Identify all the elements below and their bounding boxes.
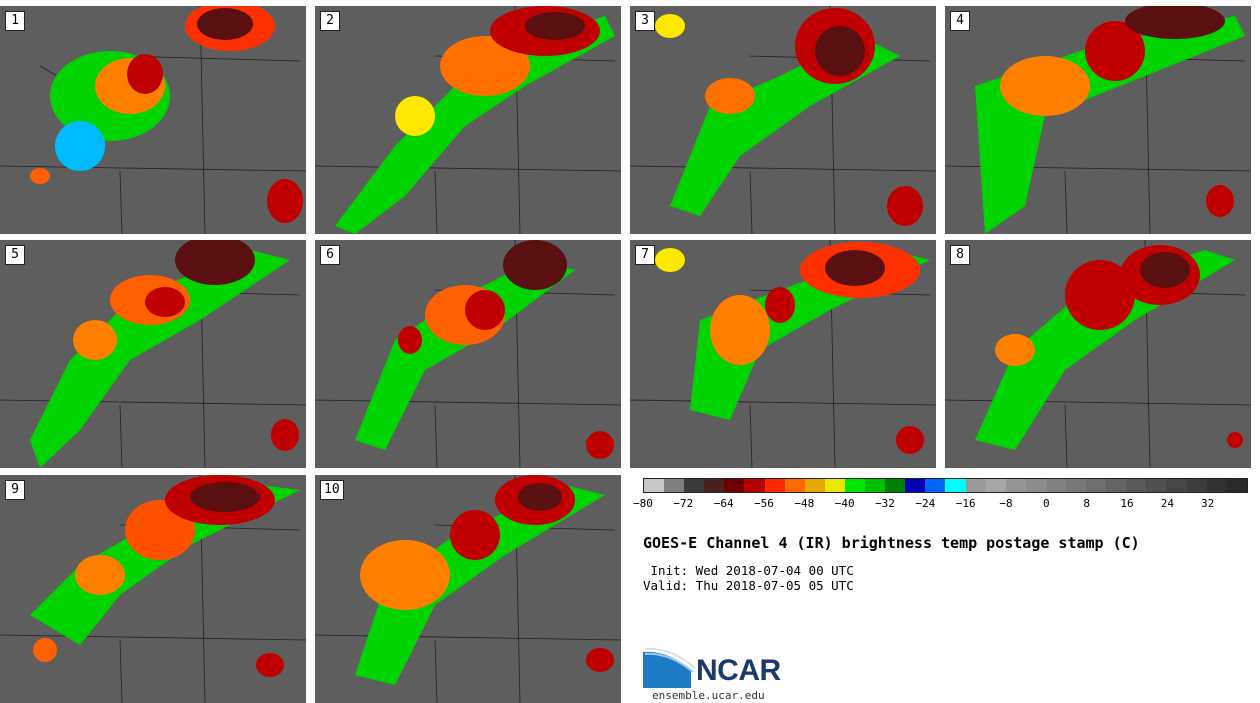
- colorbar-tick-label: −24: [915, 497, 936, 510]
- postage-stamp-panel-3: 3: [630, 6, 936, 234]
- colorbar-tick-label: 0: [1043, 497, 1050, 510]
- colorbar-segment: [644, 479, 665, 492]
- postage-stamp-panel-4: 4: [945, 6, 1251, 234]
- colorbar-tick-label: 16: [1120, 497, 1134, 510]
- satellite-image-4: [945, 6, 1251, 234]
- colorbar-segment: [1226, 479, 1247, 492]
- satellite-image-6: [315, 240, 621, 468]
- satellite-image-10: [315, 475, 621, 703]
- panel-number: 7: [635, 245, 655, 265]
- colorbar-tick-label: −80: [633, 497, 653, 510]
- logo-text: NCAR: [696, 654, 781, 687]
- panel-number: 6: [320, 245, 340, 265]
- postage-stamp-panel-10: 10: [315, 475, 621, 703]
- colorbar-segment: [1186, 479, 1207, 492]
- colorbar-segment: [784, 479, 805, 492]
- satellite-image-1: [0, 6, 306, 234]
- panel-number: 9: [5, 480, 25, 500]
- colorbar-segment: [844, 479, 866, 492]
- postage-stamp-panel-1: 1: [0, 6, 306, 234]
- colorbar-tick-label: 24: [1160, 497, 1174, 510]
- panel-number: 8: [950, 245, 970, 265]
- colorbar-segment: [764, 479, 785, 492]
- satellite-image-3: [630, 6, 936, 234]
- colorbar-segment: [724, 479, 745, 492]
- colorbar-segment: [744, 479, 765, 492]
- panel-number: 5: [5, 245, 25, 265]
- colorbar-tick-label: −40: [834, 497, 855, 510]
- colorbar-segment: [1126, 479, 1147, 492]
- colorbar-segment: [885, 479, 906, 492]
- colorbar-segment: [804, 479, 825, 492]
- colorbar-segment: [1005, 479, 1026, 492]
- satellite-image-8: [945, 240, 1251, 468]
- colorbar-ticks: −80 −72 −64 −56 −48 −40 −32 −24 −16 −8 0 8 16 24 32: [633, 497, 1248, 511]
- postage-stamp-panel-7: 7: [630, 240, 936, 468]
- colorbar-segment: [1206, 479, 1227, 492]
- satellite-image-7: [630, 240, 936, 468]
- panel-number: 1: [5, 11, 25, 31]
- colorbar-segment: [664, 479, 685, 492]
- colorbar-segment: [905, 479, 926, 492]
- colorbar-segment: [865, 479, 886, 492]
- colorbar-tick-label: −48: [794, 497, 815, 510]
- colorbar-segment: [1166, 479, 1187, 492]
- colorbar-segment: [704, 479, 725, 492]
- colorbar-segment: [965, 479, 986, 492]
- colorbar-tick-label: −72: [673, 497, 694, 510]
- colorbar-tick-label: −16: [955, 497, 976, 510]
- panel-number: 2: [320, 11, 340, 31]
- page-title: GOES-E Channel 4 (IR) brightness temp po…: [643, 534, 1140, 552]
- colorbar-segment: [1146, 479, 1167, 492]
- postage-stamp-panel-9: 9: [0, 475, 306, 703]
- colorbar-segment: [985, 479, 1006, 492]
- colorbar-segment: [1106, 479, 1127, 492]
- satellite-image-9: [0, 475, 306, 703]
- init-time: Init: Wed 2018-07-04 00 UTC: [643, 563, 854, 578]
- postage-stamp-panel-6: 6: [315, 240, 621, 468]
- satellite-image-2: [315, 6, 621, 234]
- colorbar-tick-label: −32: [875, 497, 895, 510]
- colorbar-tick-label: −64: [713, 497, 734, 510]
- colorbar-tick-label: −8: [999, 497, 1013, 510]
- panel-number: 10: [320, 480, 344, 500]
- valid-time: Valid: Thu 2018-07-05 05 UTC: [643, 578, 854, 593]
- colorbar-segment: [925, 479, 946, 492]
- colorbar-segment: [684, 479, 705, 492]
- colorbar-tick-label: −56: [754, 497, 774, 510]
- colorbar-segment: [824, 479, 845, 492]
- colorbar: [643, 478, 1248, 493]
- colorbar-segment: [945, 479, 966, 492]
- colorbar-segment: [1065, 479, 1087, 492]
- site-url: ensemble.ucar.edu: [652, 689, 765, 702]
- postage-stamp-panel-2: 2: [315, 6, 621, 234]
- colorbar-tick-label: 32: [1201, 497, 1215, 510]
- colorbar-tick-label: 8: [1083, 497, 1090, 510]
- panel-number: 3: [635, 11, 655, 31]
- satellite-image-5: [0, 240, 306, 468]
- postage-stamp-panel-5: 5: [0, 240, 306, 468]
- panel-number: 4: [950, 11, 970, 31]
- ncar-logo-icon: [643, 648, 696, 688]
- colorbar-segment: [1025, 479, 1046, 492]
- colorbar-segment: [1045, 479, 1066, 492]
- colorbar-segment: [1086, 479, 1107, 492]
- postage-stamp-panel-8: 8: [945, 240, 1251, 468]
